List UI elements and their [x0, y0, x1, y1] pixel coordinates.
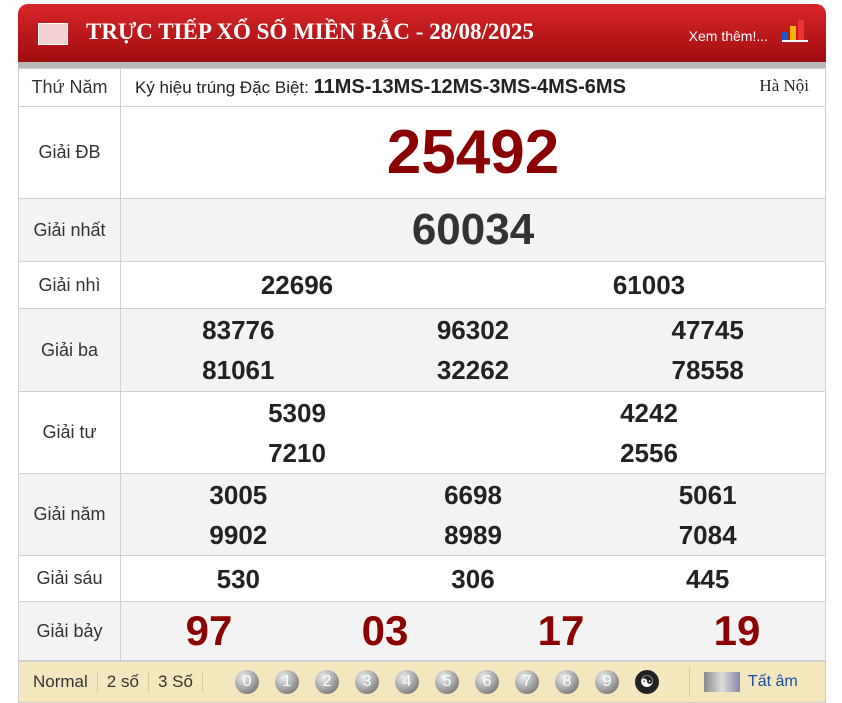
prize-row: Giải bảy 97 03 17 19 [18, 601, 826, 661]
prize-label: Giải ĐB [18, 106, 121, 199]
digit-ball-5[interactable]: 5 [434, 670, 459, 694]
prize-number: 32262 [436, 355, 510, 385]
prize-number: 7210 [268, 437, 326, 468]
mode-2-so[interactable]: 2 số [98, 672, 149, 692]
prize-label: Giải ba [18, 308, 121, 392]
digit-ball-9[interactable]: 9 [594, 670, 619, 694]
panel-header: TRỰC TIẾP XỔ SỐ MIỀN BẮC - 28/08/2025 Xe… [18, 4, 826, 62]
prize-row: Giải tư 5309 4242 7210 2556 [18, 391, 826, 474]
prize-row: Giải năm 3005 6698 5061 9902 8989 7084 [18, 473, 826, 556]
prize-row: Giải ba 83776 96302 47745 81061 32262 78558 [18, 308, 826, 392]
yin-yang-icon[interactable]: ☯ [634, 670, 659, 694]
prize-number: 25492 [386, 117, 560, 187]
bar-chart-icon[interactable] [782, 18, 808, 42]
speaker-icon[interactable] [703, 672, 740, 692]
prize-number: 9902 [209, 519, 268, 550]
special-code: 11MS-13MS-12MS-3MS-4MS-6MS [313, 76, 626, 98]
prize-number: 5061 [678, 479, 737, 510]
digit-ball-6[interactable]: 6 [474, 670, 499, 694]
prize-number: 3005 [209, 479, 268, 510]
mode-3-so[interactable]: 3 Số [149, 672, 203, 692]
digit-ball-0[interactable]: 0 [234, 670, 259, 694]
prize-number: 22696 [260, 270, 334, 300]
prize-label: Giải bảy [18, 601, 121, 661]
prize-number: 83776 [202, 315, 275, 345]
mail-icon [38, 23, 68, 45]
digit-ball-8[interactable]: 8 [554, 670, 579, 694]
panel-title: TRỰC TIẾP XỔ SỐ MIỀN BẮC - 28/08/2025 [86, 19, 534, 44]
lottery-panel: TRỰC TIẾP XỔ SỐ MIỀN BẮC - 28/08/2025 Xe… [18, 4, 826, 703]
see-more-link[interactable]: Xem thêm!... [688, 28, 768, 44]
digit-ball-3[interactable]: 3 [354, 670, 379, 694]
prize-number: 7084 [678, 519, 737, 550]
prize-row: Giải nhì 22696 61003 [18, 261, 826, 309]
prize-number: 60034 [411, 205, 535, 254]
prize-label: Giải nhất [18, 198, 121, 262]
mode-normal[interactable]: Normal [19, 672, 98, 692]
mute-all-button[interactable]: Tất âm [747, 673, 798, 690]
prize-number: 8989 [444, 519, 502, 550]
prize-label: Giải tư [18, 391, 121, 474]
prize-row: Giải sáu 530 306 445 [18, 555, 826, 602]
prize-number: 5309 [268, 397, 326, 428]
prize-number: 530 [216, 563, 261, 594]
prize-label: Giải nhì [18, 261, 121, 309]
prize-label: Giải năm [18, 473, 121, 556]
digit-ball-4[interactable]: 4 [394, 670, 419, 694]
prize-label: Giải sáu [18, 555, 121, 602]
day-label: Thứ Năm [18, 68, 121, 107]
prize-number: 03 [361, 607, 409, 654]
digit-ball-2[interactable]: 2 [314, 670, 339, 694]
prize-number: 47745 [671, 315, 744, 345]
prize-number: 306 [451, 563, 495, 594]
prize-number: 78558 [671, 355, 744, 385]
prize-number: 2556 [620, 437, 678, 468]
prize-number: 4242 [620, 397, 678, 428]
prize-number: 17 [537, 607, 585, 654]
prize-number: 6698 [444, 479, 502, 510]
prize-number: 96302 [436, 315, 510, 345]
prize-number: 61003 [612, 270, 686, 300]
prize-row: Giải nhất 60034 [18, 198, 826, 262]
code-label: Ký hiệu trúng Đặc Biệt: [135, 78, 309, 97]
digit-ball-7[interactable]: 7 [514, 670, 539, 694]
results-table: Thứ Năm Ký hiệu trúng Đặc Biệt: 11MS-13M… [18, 68, 826, 661]
province: Hà Nội [759, 76, 809, 95]
prize-number: 81061 [202, 355, 275, 385]
prize-number: 97 [185, 607, 233, 654]
prize-row: Giải ĐB 25492 [18, 106, 826, 199]
prize-number: 445 [685, 563, 730, 594]
prize-number: 19 [713, 607, 761, 654]
digit-ball-1[interactable]: 1 [274, 670, 299, 694]
